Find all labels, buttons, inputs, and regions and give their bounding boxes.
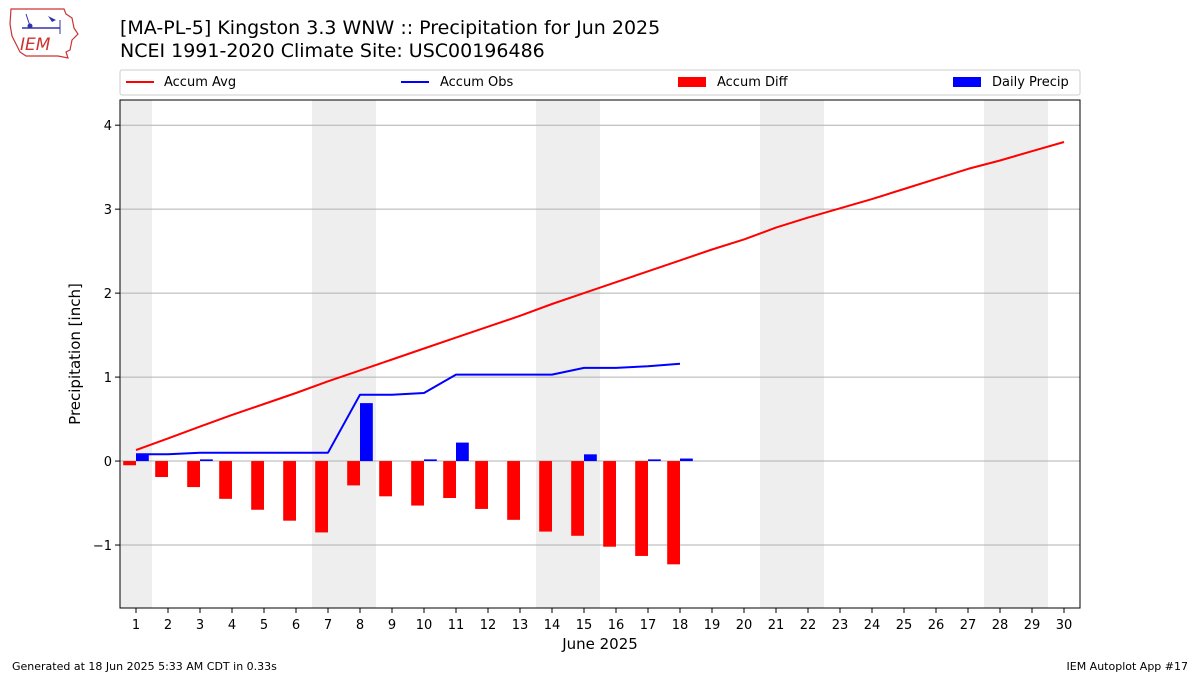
daily-precip-bar bbox=[200, 459, 213, 462]
weekend-band-3 bbox=[536, 100, 600, 608]
x-tick-label: 23 bbox=[832, 618, 849, 633]
accum-diff-bar bbox=[347, 461, 360, 486]
daily-precip-bar bbox=[424, 459, 437, 462]
daily-precip-bar bbox=[136, 454, 149, 462]
accum-diff-bar bbox=[475, 461, 488, 509]
x-tick-label: 27 bbox=[960, 618, 977, 633]
y-tick-label: 1 bbox=[104, 371, 112, 386]
y-tick-label: 4 bbox=[104, 119, 112, 134]
x-tick-label: 7 bbox=[324, 618, 332, 633]
x-tick-label: 9 bbox=[388, 618, 396, 633]
y-tick-label: 3 bbox=[104, 203, 112, 218]
app-note: IEM Autoplot App #17 bbox=[1066, 660, 1189, 673]
weekend-band-1 bbox=[120, 100, 152, 608]
daily-precip-bar bbox=[456, 442, 469, 462]
generated-note: Generated at 18 Jun 2025 5:33 AM CDT in … bbox=[12, 660, 277, 673]
x-tick-label: 22 bbox=[800, 618, 817, 633]
iem-logo: IEM bbox=[9, 8, 79, 59]
x-tick-label: 12 bbox=[480, 618, 497, 633]
x-tick-label: 11 bbox=[448, 618, 465, 633]
grid-lines bbox=[120, 124, 1080, 546]
accum-diff-bar bbox=[219, 461, 232, 499]
daily-precip-bar bbox=[584, 454, 597, 462]
x-tick-label: 5 bbox=[260, 618, 268, 633]
weekend-bands bbox=[120, 100, 1048, 608]
x-tick-label: 14 bbox=[544, 618, 561, 633]
legend-frame bbox=[119, 69, 1081, 96]
legend: Accum Avg Accum Obs Accum Diff Daily Pre… bbox=[119, 69, 1081, 96]
legend-swatch-daily-precip bbox=[953, 77, 981, 87]
y-axis-ticks: −1 0 1 2 3 4 bbox=[93, 119, 120, 554]
x-tick-label: 19 bbox=[704, 618, 721, 633]
x-tick-label: 21 bbox=[768, 618, 785, 633]
accum-diff-bar bbox=[603, 461, 616, 547]
accum-diff-bar bbox=[155, 461, 168, 478]
weekend-band-5 bbox=[984, 100, 1048, 608]
accum-diff-bar bbox=[635, 461, 648, 556]
accum-diff-bar bbox=[123, 461, 136, 466]
logo-text: IEM bbox=[20, 35, 51, 55]
chart-subtitle: NCEI 1991-2020 Climate Site: USC00196486 bbox=[120, 40, 545, 62]
x-tick-label: 16 bbox=[608, 618, 625, 633]
x-tick-label: 20 bbox=[736, 618, 753, 633]
line-series bbox=[135, 141, 1065, 456]
accum-diff-bar bbox=[667, 461, 680, 565]
y-axis-label: Precipitation [inch] bbox=[66, 283, 84, 425]
x-tick-label: 26 bbox=[928, 618, 945, 633]
x-axis-ticks: 1 2 3 4 5 6 7 8 9 10 11 12 13 14 15 16 17 18 19 20 21 22 23 24 2… bbox=[132, 608, 1072, 633]
y-tick-label: 0 bbox=[104, 455, 112, 470]
x-tick-label: 28 bbox=[992, 618, 1009, 633]
x-tick-label: 15 bbox=[576, 618, 593, 633]
plot-frame bbox=[119, 99, 1081, 609]
chart-title: [MA-PL-5] Kingston 3.3 WNW :: Precipitat… bbox=[120, 17, 661, 39]
x-tick-label: 30 bbox=[1056, 618, 1073, 633]
x-axis-label: June 2025 bbox=[561, 635, 638, 653]
accum-diff-bar bbox=[315, 461, 328, 533]
x-tick-label: 8 bbox=[356, 618, 364, 633]
x-tick-label: 6 bbox=[292, 618, 300, 633]
legend-label-daily-precip: Daily Precip bbox=[992, 75, 1069, 90]
accum-diff-bar bbox=[507, 461, 520, 520]
x-tick-label: 1 bbox=[132, 618, 140, 633]
legend-swatch-accum-diff bbox=[678, 77, 706, 87]
daily-precip-bar bbox=[680, 458, 693, 462]
accum-diff-bar bbox=[539, 461, 552, 532]
y-tick-label: 2 bbox=[104, 287, 112, 302]
weekend-band-4 bbox=[760, 100, 824, 608]
accum-obs-line bbox=[136, 362, 681, 456]
x-tick-label: 13 bbox=[512, 618, 529, 633]
x-tick-label: 24 bbox=[864, 618, 881, 633]
accum-diff-bar bbox=[443, 461, 456, 499]
daily-precip-bar bbox=[648, 459, 661, 462]
x-tick-label: 29 bbox=[1024, 618, 1041, 633]
legend-label-accum-diff: Accum Diff bbox=[717, 75, 789, 90]
y-tick-label: −1 bbox=[93, 539, 112, 554]
x-tick-label: 18 bbox=[672, 618, 689, 633]
x-tick-label: 2 bbox=[164, 618, 172, 633]
accum-diff-bar bbox=[571, 461, 584, 536]
x-tick-label: 4 bbox=[228, 618, 236, 633]
daily-precip-bar bbox=[360, 403, 373, 462]
accum-diff-bar bbox=[379, 461, 392, 497]
bar-series bbox=[123, 403, 693, 565]
x-tick-label: 17 bbox=[640, 618, 657, 633]
legend-label-accum-avg: Accum Avg bbox=[164, 75, 236, 90]
accum-avg-line bbox=[135, 141, 1065, 452]
accum-diff-bar bbox=[283, 461, 296, 521]
accum-diff-bar bbox=[187, 461, 200, 488]
x-tick-label: 3 bbox=[196, 618, 204, 633]
legend-label-accum-obs: Accum Obs bbox=[440, 75, 513, 90]
x-tick-label: 25 bbox=[896, 618, 913, 633]
accum-diff-bar bbox=[251, 461, 264, 510]
accum-diff-bar bbox=[411, 461, 424, 506]
x-tick-label: 10 bbox=[416, 618, 433, 633]
